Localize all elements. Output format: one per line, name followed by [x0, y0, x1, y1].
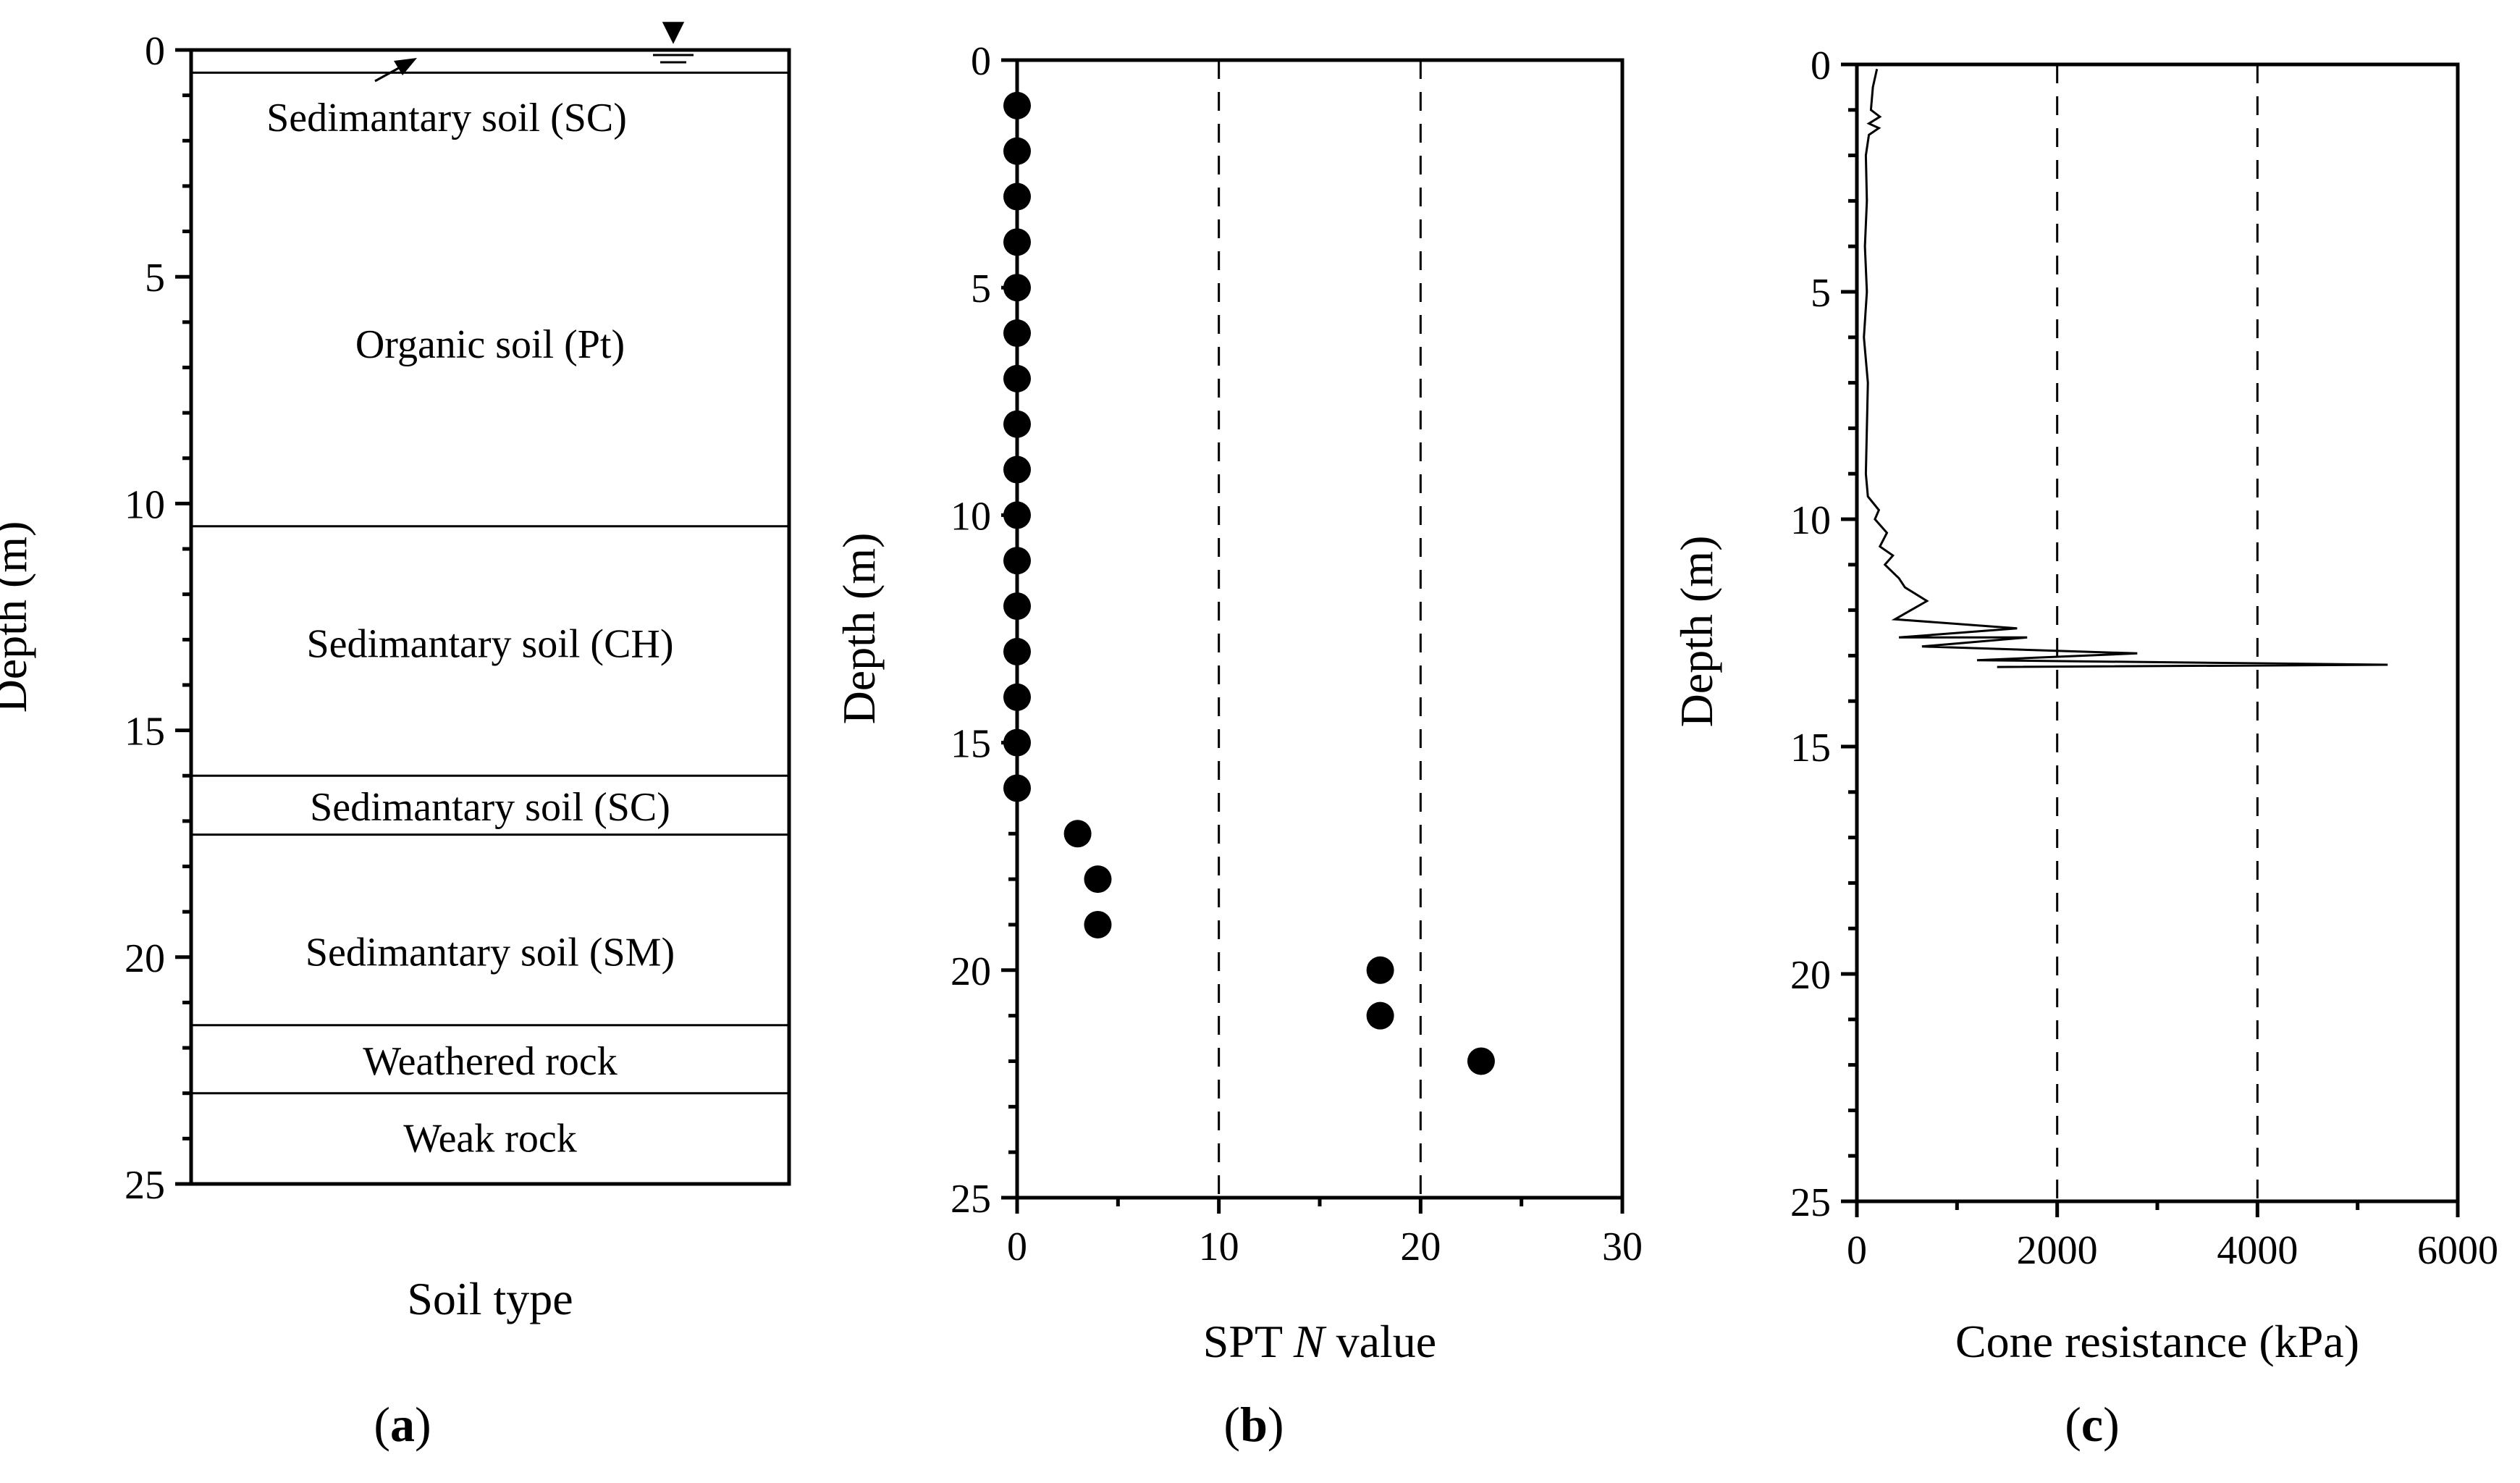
panel-b-caption: (b) [1223, 1397, 1284, 1452]
layer-label: Organic soil (Pt) [355, 322, 625, 367]
panel-c-y-tick-label: 5 [1811, 271, 1831, 316]
panel-c-y-tick-label: 10 [1790, 498, 1831, 543]
panel-c-y-tick-label: 25 [1790, 1180, 1831, 1225]
spt-data-point [1003, 455, 1031, 484]
panel-b-x-tick-label: 10 [1199, 1224, 1239, 1269]
panel-a-layer-labels: Sedimantary soil (SC) Organic soil (Pt) Se… [266, 96, 675, 1161]
spt-data-point [1003, 592, 1031, 621]
spt-data-point [1003, 319, 1031, 348]
panel-c-gridlines [2056, 64, 2259, 1201]
panel-c-x-ticks: 0 2000 4000 6000 [1847, 1201, 2498, 1273]
spt-data-point [1366, 956, 1394, 984]
spt-data-point [1003, 637, 1031, 665]
panel-a-y-tick-label: 10 [125, 482, 165, 527]
panel-a-y-tick-label: 25 [125, 1163, 165, 1208]
panel-b-y-tick-label: 25 [951, 1177, 991, 1222]
water-level-arrow-icon [374, 58, 417, 83]
panel-b-gridlines [1218, 60, 1422, 1198]
panel-c-y-tick-label: 15 [1790, 726, 1831, 770]
panel-b-x-label-italic: N [1293, 1316, 1327, 1367]
spt-data-point [1003, 728, 1031, 757]
panel-a-y-ticks: 0 5 10 15 20 25 [125, 29, 191, 1208]
panel-c-x-tick-label: 6000 [2417, 1228, 2498, 1273]
panel-b-y-tick-label: 10 [951, 494, 991, 539]
panel-a-layer-boundaries [191, 71, 789, 1095]
spt-data-point [1003, 137, 1031, 165]
panel-c-letter: c [2081, 1397, 2103, 1452]
layer-label: Sedimantary soil (SC) [310, 785, 670, 830]
panel-c-cone-chart: 0 5 10 15 20 25 0 2000 4000 6000 Depth (m) Cone … [1671, 43, 2498, 1452]
panel-b-data-points [1003, 91, 1495, 1075]
spt-data-point [1063, 820, 1092, 848]
panel-c-cone-resistance-line [1863, 68, 2388, 668]
panel-a-y-tick-label: 0 [145, 29, 165, 74]
spt-data-point [1003, 274, 1031, 302]
panel-b-y-tick-label: 15 [951, 722, 991, 767]
panel-b-x-tick-label: 0 [1007, 1224, 1027, 1269]
layer-label: Weathered rock [363, 1039, 618, 1084]
panel-a-y-tick-label: 15 [125, 710, 165, 755]
panel-c-x-axis-label: Cone resistance (kPa) [1955, 1316, 2359, 1367]
panel-b-x-tick-label: 30 [1602, 1224, 1643, 1269]
spt-data-point [1366, 1001, 1394, 1030]
panel-c-y-ticks: 0 5 10 15 20 25 [1790, 43, 1857, 1225]
panel-a-y-tick-label: 5 [145, 256, 165, 301]
groundwater-triangle-icon: ▼ [654, 11, 691, 52]
spt-data-point [1003, 683, 1031, 711]
panel-c-y-tick-label: 20 [1790, 953, 1831, 998]
spt-data-point [1003, 410, 1031, 438]
spt-data-point [1003, 774, 1031, 802]
panel-b-y-ticks: 0 5 10 15 20 25 [951, 39, 1017, 1222]
panel-b-y-tick-label: 5 [971, 266, 991, 311]
panel-b-frame [1015, 58, 1624, 1200]
panel-b-x-ticks: 0 10 20 30 [1007, 1198, 1643, 1269]
spt-data-point [1003, 364, 1031, 392]
panel-a-x-axis-label: Soil type [407, 1273, 573, 1324]
panel-b-x-tick-label: 20 [1400, 1224, 1441, 1269]
layer-label: Sedimantary soil (SC) [266, 96, 627, 140]
spt-data-point [1467, 1047, 1495, 1075]
panel-a-letter: a [390, 1397, 415, 1452]
panel-b-spt-chart: 0 5 10 15 20 25 0 10 20 30 Depth (m) SPT N value… [833, 39, 1643, 1452]
spt-data-point [1003, 182, 1031, 211]
panel-b-y-tick-label: 20 [951, 949, 991, 994]
panel-c-y-tick-label: 0 [1811, 43, 1831, 88]
groundwater-table-icon: ▼ [653, 11, 694, 64]
layer-label: Weak rock [403, 1116, 577, 1161]
layer-label: Sedimantary soil (SM) [305, 930, 675, 975]
panel-b-letter: b [1240, 1397, 1268, 1452]
panel-c-caption: (c) [2065, 1397, 2120, 1452]
panel-a-soil-profile: 0 5 10 15 20 25 Sedimantary soil (SC) Organic … [0, 11, 791, 1452]
panel-c-x-tick-label: 2000 [2017, 1228, 2098, 1273]
panel-c-x-tick-label: 4000 [2217, 1228, 2298, 1273]
panel-b-x-label-pre: SPT [1203, 1316, 1294, 1367]
panel-c-x-tick-label: 0 [1847, 1228, 1867, 1273]
spt-data-point [1003, 228, 1031, 256]
panel-c-y-axis-label: Depth (m) [1671, 536, 1722, 728]
spt-data-point [1084, 910, 1112, 938]
layer-label: Sedimantary soil (CH) [306, 622, 673, 667]
spt-data-point [1084, 865, 1112, 894]
spt-data-point [1003, 501, 1031, 529]
arrow-head [394, 58, 417, 75]
panel-a-y-axis-label: Depth (m) [0, 521, 36, 713]
spt-data-point [1003, 91, 1031, 119]
panel-b-x-label-post: value [1325, 1316, 1437, 1367]
panel-b-y-tick-label: 0 [971, 39, 991, 84]
panel-b-x-axis-label: SPT N value [1203, 1316, 1436, 1367]
spt-data-point [1003, 547, 1031, 575]
panel-a-frame [189, 48, 791, 1186]
panel-a-caption: (a) [374, 1397, 431, 1452]
panel-b-y-axis-label: Depth (m) [833, 533, 885, 725]
panel-a-y-tick-label: 20 [125, 936, 165, 981]
